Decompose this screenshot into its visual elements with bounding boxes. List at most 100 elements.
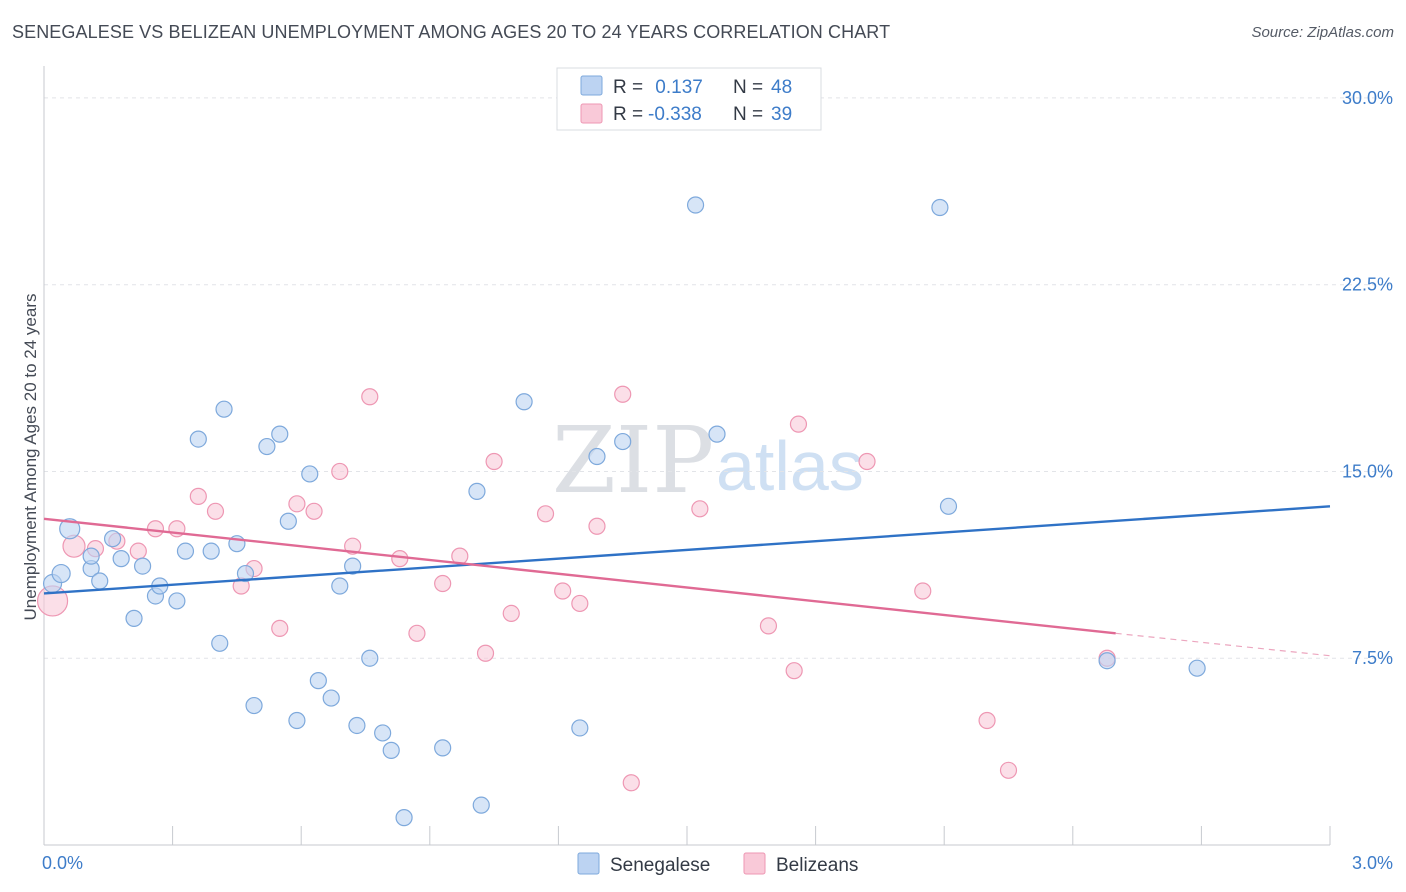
belizeans-point-12: [288, 495, 306, 513]
senegalese-point-46: [1098, 652, 1116, 670]
y-tick-label-0: 7.5%: [1352, 648, 1393, 668]
senegalese-point-16: [211, 634, 229, 652]
senegalese-point-8: [125, 609, 143, 627]
senegalese-point-34: [395, 809, 413, 827]
x-tick-label-0: 0.0%: [42, 853, 83, 873]
senegalese-point-6: [103, 530, 122, 548]
tick-labels: 7.5% 15.0% 22.5% 30.0% 0.0% 3.0%: [42, 88, 1393, 873]
belizeans-point-21: [476, 644, 495, 662]
belizeans-point-29: [622, 774, 640, 792]
belizeans-point-8: [206, 502, 225, 520]
belizeans-trend-line: [43, 517, 1116, 635]
belizeans-point-16: [361, 388, 379, 406]
belizeans-point-31: [759, 617, 778, 635]
belizeans-point-11: [271, 619, 289, 637]
watermark: ZIP atlas: [552, 407, 864, 514]
belizeans-point-37: [999, 761, 1018, 779]
legend-n-label-1: N =: [733, 77, 763, 98]
belizeans-point-26: [571, 594, 589, 613]
senegalese-point-4: [82, 547, 100, 565]
belizeans-point-22: [485, 452, 503, 471]
senegalese-point-22: [271, 425, 289, 443]
senegalese-point-30: [348, 716, 366, 735]
senegalese-point-25: [301, 465, 319, 483]
series-label-senegalese: Senegalese: [610, 855, 710, 876]
belizeans-point-28: [614, 385, 632, 403]
senegalese-point-20: [245, 696, 263, 715]
correlation-legend: R = 0.137 N = 48 R = -0.338 N = 39: [556, 67, 822, 131]
x-tick-label-1: 3.0%: [1352, 853, 1393, 873]
axes: [43, 66, 1331, 846]
series-label-belizeans: Belizeans: [776, 855, 858, 876]
belizeans-trend-line-extension: [1115, 632, 1331, 657]
belizeans-point-13: [305, 502, 323, 520]
series-swatch-senegalese: [577, 852, 600, 875]
legend-swatch-senegalese: [580, 75, 603, 96]
legend-n-value-2: 39: [771, 104, 792, 125]
senegalese-point-24: [288, 711, 306, 730]
series-legend: Senegalese Belizeans: [577, 852, 858, 876]
source-credit: Source: ZipAtlas.com: [1251, 24, 1394, 41]
senegalese-points: [42, 196, 1206, 827]
senegalese-point-19: [236, 564, 255, 583]
senegalese-point-1: [51, 563, 71, 584]
y-tick-label-2: 22.5%: [1342, 275, 1393, 295]
senegalese-trend-line: [43, 505, 1331, 595]
senegalese-point-29: [344, 557, 362, 575]
senegalese-point-27: [322, 689, 340, 707]
belizeans-point-17: [391, 550, 409, 568]
senegalese-point-39: [571, 719, 589, 737]
senegalese-point-23: [279, 512, 297, 530]
senegalese-point-12: [168, 592, 186, 610]
senegalese-point-40: [588, 447, 606, 466]
senegalese-point-47: [1188, 659, 1206, 677]
belizeans-point-30: [691, 500, 709, 518]
legend-r-value-2: -0.338: [648, 104, 702, 125]
legend-r-label-1: R =: [613, 77, 643, 98]
senegalese-point-41: [614, 432, 632, 451]
senegalese-point-37: [472, 796, 490, 814]
belizeans-point-14: [331, 462, 349, 481]
belizeans-point-18: [408, 624, 426, 642]
belizeans-point-33: [785, 662, 803, 680]
belizeans-point-32: [789, 415, 808, 433]
senegalese-point-42: [686, 196, 705, 214]
senegalese-point-31: [361, 649, 379, 667]
chart-title: SENEGALESE VS BELIZEAN UNEMPLOYMENT AMON…: [12, 22, 891, 42]
legend-n-value-1: 48: [771, 77, 792, 98]
series-swatch-belizeans: [743, 852, 766, 875]
senegalese-point-5: [91, 572, 109, 590]
belizeans-point-36: [978, 711, 996, 730]
senegalese-point-2: [59, 518, 81, 540]
belizeans-point-35: [914, 582, 932, 600]
senegalese-point-9: [133, 557, 152, 575]
legend-r-label-2: R =: [613, 104, 643, 125]
senegalese-point-15: [202, 542, 220, 560]
senegalese-point-21: [258, 437, 276, 456]
belizeans-point-27: [588, 517, 606, 535]
senegalese-point-26: [309, 672, 327, 690]
belizeans-point-34: [858, 452, 876, 471]
senegalese-point-43: [708, 425, 726, 443]
senegalese-point-28: [331, 577, 349, 595]
legend-swatch-belizeans: [580, 103, 603, 124]
senegalese-point-13: [176, 542, 195, 560]
senegalese-point-7: [112, 550, 130, 568]
belizeans-point-23: [502, 604, 520, 623]
y-axis-title: Unemployment Among Ages 20 to 24 years: [21, 294, 40, 621]
legend-n-label-2: N =: [733, 104, 763, 125]
belizeans-point-19: [434, 574, 452, 593]
y-tick-label-1: 15.0%: [1342, 461, 1393, 481]
belizeans-point-25: [554, 582, 572, 600]
senegalese-point-36: [468, 482, 486, 500]
legend-r-value-1: 0.137: [650, 77, 703, 98]
trend-lines: [43, 505, 1331, 657]
y-tick-label-3: 30.0%: [1342, 88, 1393, 108]
senegalese-point-14: [189, 430, 207, 448]
watermark-zip: ZIP: [552, 407, 714, 514]
belizeans-point-24: [536, 505, 555, 523]
senegalese-point-33: [382, 741, 400, 759]
senegalese-point-32: [374, 724, 392, 742]
senegalese-point-38: [515, 393, 533, 411]
